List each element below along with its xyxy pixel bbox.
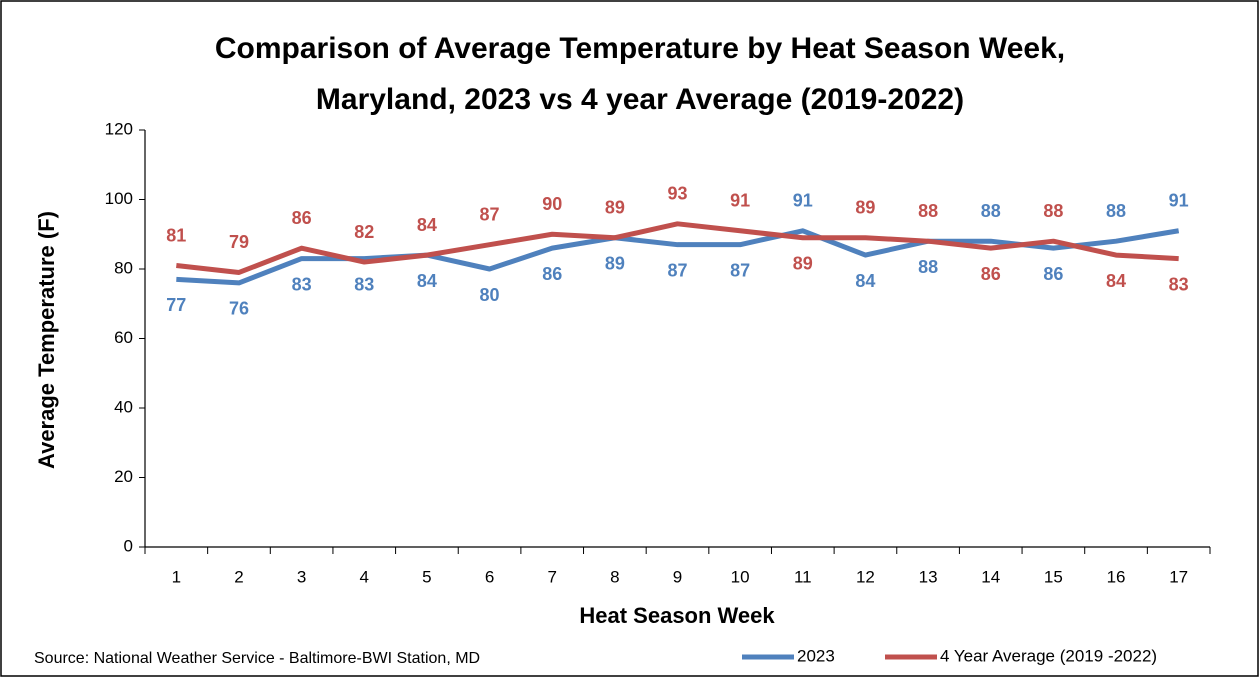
x-tick-label: 16 [1107, 567, 1126, 586]
x-tick-label: 14 [981, 567, 1000, 586]
x-tick-label: 7 [547, 567, 556, 586]
y-tick-label: 20 [114, 467, 133, 486]
data-label: 84 [855, 271, 875, 291]
data-label: 84 [417, 215, 437, 235]
data-label: 77 [166, 295, 186, 315]
data-label: 88 [918, 257, 938, 277]
data-label: 91 [730, 191, 750, 211]
data-label: 88 [1043, 201, 1063, 221]
source-note: Source: National Weather Service - Balti… [34, 650, 480, 667]
data-label: 91 [1169, 191, 1189, 211]
data-label: 89 [605, 197, 625, 217]
data-label: 83 [1169, 274, 1189, 294]
x-tick-label: 11 [794, 567, 812, 586]
y-tick-label: 80 [114, 258, 133, 277]
y-tick-label: 60 [114, 328, 133, 347]
legend-label: 2023 [797, 646, 835, 665]
data-label: 86 [292, 208, 312, 228]
data-label: 90 [542, 194, 562, 214]
x-tick-label: 4 [360, 567, 369, 586]
data-label: 76 [229, 299, 249, 319]
data-label: 87 [480, 204, 500, 224]
data-label: 88 [918, 201, 938, 221]
data-label: 83 [292, 274, 312, 294]
data-label: 91 [793, 191, 813, 211]
chart-title: Maryland, 2023 vs 4 year Average (2019-2… [316, 83, 964, 116]
x-axis-label: Heat Season Week [579, 603, 775, 628]
x-tick-label: 3 [297, 567, 306, 586]
data-label: 87 [667, 260, 687, 280]
data-label: 83 [354, 274, 374, 294]
x-tick-label: 15 [1044, 567, 1063, 586]
y-tick-label: 0 [124, 536, 133, 555]
x-tick-label: 12 [856, 567, 875, 586]
x-tick-label: 17 [1169, 567, 1188, 586]
data-label: 89 [855, 197, 875, 217]
legend-label: 4 Year Average (2019 -2022) [940, 646, 1157, 665]
y-tick-label: 120 [105, 119, 133, 138]
x-tick-label: 10 [731, 567, 750, 586]
data-label: 79 [229, 232, 249, 252]
data-label: 84 [1106, 271, 1126, 291]
series-line [176, 221, 1179, 275]
x-tick-label: 9 [673, 567, 682, 586]
x-tick-label: 2 [234, 567, 243, 586]
data-label: 87 [730, 260, 750, 280]
x-tick-label: 8 [610, 567, 619, 586]
x-tick-label: 6 [485, 567, 494, 586]
data-label: 89 [793, 253, 813, 273]
data-label: 86 [542, 264, 562, 284]
x-tick-label: 5 [422, 567, 431, 586]
x-tick-label: 13 [919, 567, 938, 586]
y-tick-label: 40 [114, 397, 133, 416]
data-label: 82 [354, 222, 374, 242]
data-label: 93 [667, 184, 687, 204]
data-label: 84 [417, 271, 437, 291]
y-tick-label: 100 [105, 189, 133, 208]
data-label: 81 [166, 225, 186, 245]
data-label: 88 [1106, 201, 1126, 221]
data-label: 80 [480, 285, 500, 305]
data-label: 88 [981, 201, 1001, 221]
data-label: 86 [981, 264, 1001, 284]
x-tick-label: 1 [172, 567, 181, 586]
data-label: 86 [1043, 264, 1063, 284]
y-axis-label: Average Temperature (F) [34, 211, 59, 469]
data-label: 89 [605, 253, 625, 273]
chart-title: Comparison of Average Temperature by Hea… [215, 32, 1065, 65]
